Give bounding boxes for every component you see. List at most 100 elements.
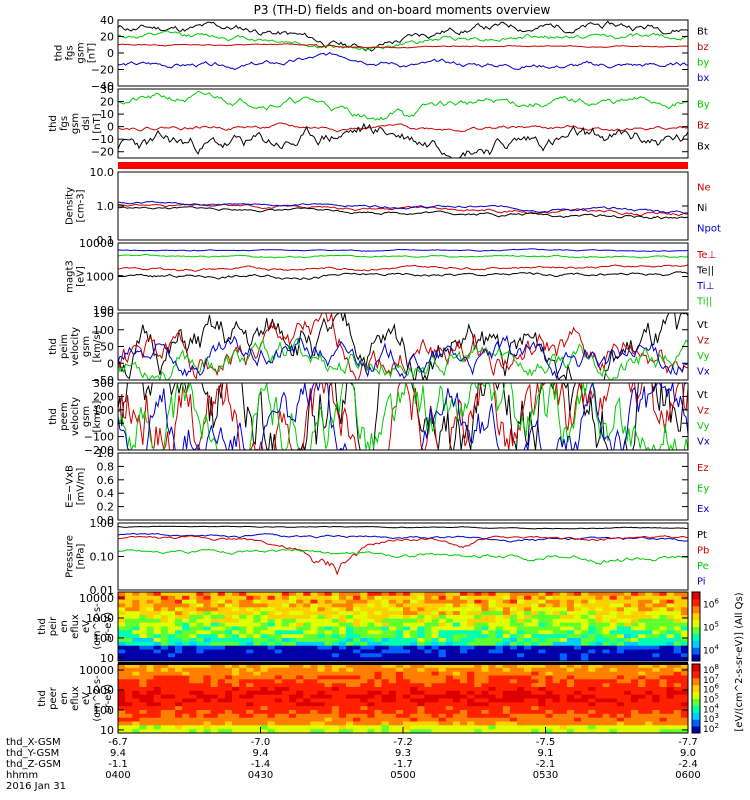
heat-cell (395, 645, 404, 651)
heat-cell (246, 649, 254, 654)
heat-cell (374, 683, 383, 688)
heat-cell (274, 626, 283, 631)
heat-cell (552, 599, 561, 605)
heat-cell (609, 592, 618, 597)
heat-cell (524, 638, 532, 643)
heat-cell (381, 649, 390, 654)
heat-cell (531, 607, 539, 612)
heat-cell (517, 615, 525, 620)
heat-cell (638, 698, 646, 703)
heat-cell (267, 675, 276, 680)
heat-cell (538, 657, 547, 661)
colorbar-swatch (692, 667, 700, 670)
heat-cell (167, 664, 176, 669)
heat-cell (338, 671, 347, 677)
heat-cell (517, 683, 525, 688)
heat-cell (196, 618, 205, 624)
heat-cell (153, 679, 162, 684)
heat-cell (232, 721, 240, 726)
heat-cell (310, 634, 319, 639)
heat-cell (146, 645, 155, 651)
heat-cell (360, 615, 368, 620)
heat-cell (431, 694, 440, 700)
heat-cell (652, 653, 661, 658)
heat-cell (395, 721, 404, 726)
heat-cell (538, 618, 547, 624)
heat-cell (452, 675, 461, 680)
heat-cell (403, 618, 411, 624)
heat-cell (395, 710, 404, 715)
heat-cell (474, 657, 482, 661)
heat-cell (281, 675, 290, 680)
heat-cell (125, 657, 133, 661)
heat-cell (260, 706, 269, 711)
y-tick-label: 1.0 (97, 200, 115, 213)
heat-cell (310, 615, 319, 620)
heat-cell (196, 664, 205, 669)
heat-cell (281, 690, 290, 696)
heat-cell (666, 667, 675, 673)
heat-cell (153, 702, 162, 707)
heat-cell (203, 702, 212, 707)
heat-cell (545, 679, 554, 684)
heat-cell (139, 618, 148, 624)
heat-cell (488, 702, 497, 707)
heat-cell (324, 679, 333, 684)
heat-cell (281, 607, 290, 612)
heat-cell (374, 638, 383, 643)
heat-cell (623, 592, 632, 597)
heat-cell (652, 675, 661, 680)
heat-cell (467, 595, 475, 601)
heat-cell (424, 592, 433, 597)
heat-cell (395, 694, 404, 700)
heat-cell (353, 713, 361, 719)
heat-cell (132, 675, 140, 680)
heat-cell (552, 671, 561, 677)
heat-cell (132, 622, 140, 628)
heat-cell (253, 641, 262, 647)
heat-cell (502, 630, 511, 635)
heat-cell (481, 622, 490, 628)
heat-cell (438, 653, 447, 658)
heat-cell (659, 667, 668, 673)
heat-cell (139, 634, 148, 639)
colorbar-swatch (692, 659, 700, 662)
heat-cell (588, 645, 596, 651)
y-axis-label-line: [km/s] (92, 400, 103, 432)
heat-cell (146, 671, 155, 677)
colorbar-swatch (692, 707, 700, 710)
x-tick-label: 0500 (390, 770, 415, 781)
heat-cell (645, 706, 653, 711)
heat-cell (353, 721, 361, 726)
heat-cell (431, 687, 440, 692)
heat-cell (417, 698, 425, 703)
heat-cell (239, 634, 247, 639)
heat-cell (324, 645, 333, 651)
heat-cell (395, 592, 404, 597)
heat-cell (324, 683, 333, 688)
heat-cell (395, 687, 404, 692)
heat-cell (189, 657, 197, 661)
heat-cell (452, 641, 461, 647)
series-line (118, 313, 688, 380)
heat-cell (232, 607, 240, 612)
heat-cell (623, 599, 632, 605)
heat-cell (438, 595, 447, 601)
colorbar-swatch (692, 645, 700, 648)
colorbar-frame (691, 591, 701, 662)
heat-cell (132, 645, 140, 651)
heat-cell (552, 729, 561, 733)
heat-cell (438, 713, 447, 719)
heat-cell (210, 641, 219, 647)
heat-cell (652, 611, 661, 616)
heat-cell (424, 683, 433, 688)
heat-cell (609, 671, 618, 677)
heat-cell (203, 653, 212, 658)
heat-cell (538, 645, 547, 651)
heat-cell (474, 645, 482, 651)
heat-cell (189, 638, 197, 643)
heat-cell (267, 638, 276, 643)
heat-cell (346, 687, 354, 692)
heat-cell (153, 641, 162, 647)
heat-cell (367, 592, 376, 597)
